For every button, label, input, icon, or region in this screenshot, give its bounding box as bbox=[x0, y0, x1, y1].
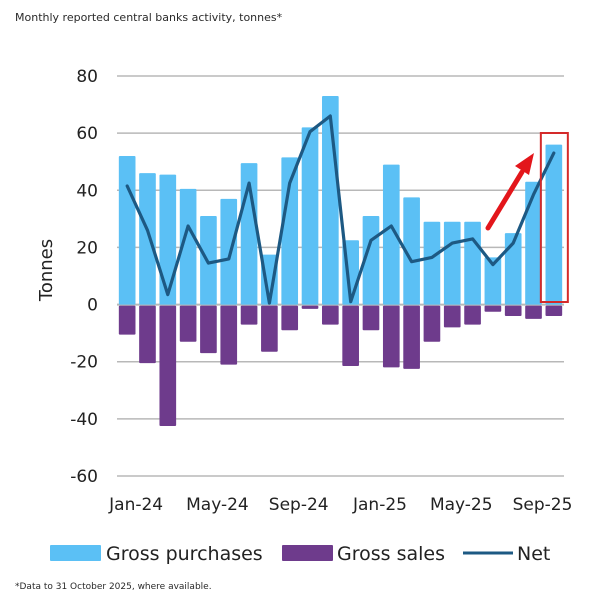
bar-gross-sales bbox=[240, 305, 258, 325]
x-tick-label: Jan-24 bbox=[108, 495, 163, 515]
bar-gross-purchases bbox=[545, 144, 563, 305]
gridlines bbox=[117, 75, 564, 477]
bar-gross-sales bbox=[525, 305, 542, 319]
y-tick-label: 40 bbox=[76, 181, 98, 201]
annotations bbox=[485, 132, 569, 303]
legend: Gross purchases Gross sales Net bbox=[50, 543, 550, 565]
legend-label: Net bbox=[517, 543, 550, 565]
bar-gross-sales bbox=[545, 305, 563, 316]
bar-gross-sales bbox=[200, 305, 217, 354]
bar-gross-sales bbox=[382, 305, 400, 368]
bar-gross-purchases bbox=[484, 257, 502, 305]
y-tick-label: -40 bbox=[70, 410, 98, 430]
y-tick-label: 0 bbox=[87, 296, 98, 316]
legend-item-gross-sales[interactable]: Gross sales bbox=[282, 543, 445, 565]
bar-gross-sales bbox=[322, 305, 339, 325]
bar-gross-purchases bbox=[504, 233, 522, 305]
series-net bbox=[125, 114, 556, 305]
y-tick-label: 80 bbox=[76, 67, 98, 87]
legend-label: Gross purchases bbox=[106, 543, 263, 565]
legend-swatch bbox=[282, 545, 333, 561]
net-line bbox=[125, 114, 556, 305]
x-tick-label: Sep-25 bbox=[513, 495, 573, 515]
bar-gross-sales bbox=[443, 305, 461, 328]
bar-gross-purchases bbox=[159, 174, 177, 305]
bar-gross-sales bbox=[220, 305, 238, 365]
bar-gross-sales bbox=[362, 305, 380, 331]
y-axis-label: Tonnes bbox=[36, 239, 57, 302]
bar-gross-sales bbox=[423, 305, 441, 342]
x-tick-label: Sep-24 bbox=[269, 495, 329, 515]
bar-gross-sales bbox=[464, 305, 481, 325]
x-tick-label: May-24 bbox=[186, 495, 249, 515]
series-gross-sales bbox=[118, 305, 563, 426]
bar-gross-purchases bbox=[220, 198, 238, 305]
y-tick-label: -60 bbox=[70, 467, 98, 487]
bar-gross-sales bbox=[118, 305, 136, 335]
bar-gross-purchases bbox=[261, 254, 278, 305]
x-tick-label: May-25 bbox=[430, 495, 493, 515]
bar-gross-sales bbox=[403, 305, 420, 369]
bar-gross-purchases bbox=[464, 221, 481, 305]
y-axis-ticks: 80 60 40 20 0 -20 -40 -60 bbox=[70, 67, 98, 487]
trend-arrow-shaft bbox=[485, 169, 525, 231]
bar-gross-sales bbox=[301, 305, 319, 309]
bar-gross-purchases bbox=[139, 173, 156, 305]
legend-label: Gross sales bbox=[337, 543, 445, 565]
bar-gross-sales bbox=[261, 305, 278, 352]
chart-subtitle: Monthly reported central banks activity,… bbox=[15, 11, 283, 24]
y-tick-label: -20 bbox=[70, 353, 98, 373]
bar-gross-sales bbox=[179, 305, 197, 342]
bar-gross-purchases bbox=[423, 221, 441, 305]
bar-gross-sales bbox=[504, 305, 522, 316]
bar-gross-purchases bbox=[382, 164, 400, 305]
y-tick-label: 60 bbox=[76, 124, 98, 144]
highlight-box bbox=[539, 132, 569, 303]
x-axis-ticks: Jan-24 May-24 Sep-24 Jan-25 May-25 Sep-25 bbox=[108, 495, 572, 515]
bar-gross-sales bbox=[139, 305, 156, 364]
bar-gross-sales bbox=[281, 305, 299, 331]
legend-item-gross-purchases[interactable]: Gross purchases bbox=[50, 543, 263, 565]
bar-gross-sales bbox=[159, 305, 177, 426]
bar-gross-purchases bbox=[301, 127, 319, 305]
x-tick-label: Jan-25 bbox=[352, 495, 407, 515]
trend-arrow-head bbox=[515, 153, 534, 175]
bar-gross-purchases bbox=[281, 157, 299, 305]
y-tick-label: 20 bbox=[76, 238, 98, 258]
footnote: *Data to 31 October 2025, where availabl… bbox=[15, 582, 212, 592]
legend-swatch bbox=[50, 545, 101, 561]
bar-gross-purchases bbox=[403, 197, 420, 305]
bar-gross-purchases bbox=[118, 156, 136, 305]
bar-gross-sales bbox=[342, 305, 359, 366]
legend-item-net[interactable]: Net bbox=[463, 543, 550, 565]
bar-gross-sales bbox=[484, 305, 502, 312]
bar-gross-purchases bbox=[525, 181, 542, 305]
bar-gross-purchases bbox=[179, 188, 197, 305]
bar-gross-purchases bbox=[443, 221, 461, 305]
